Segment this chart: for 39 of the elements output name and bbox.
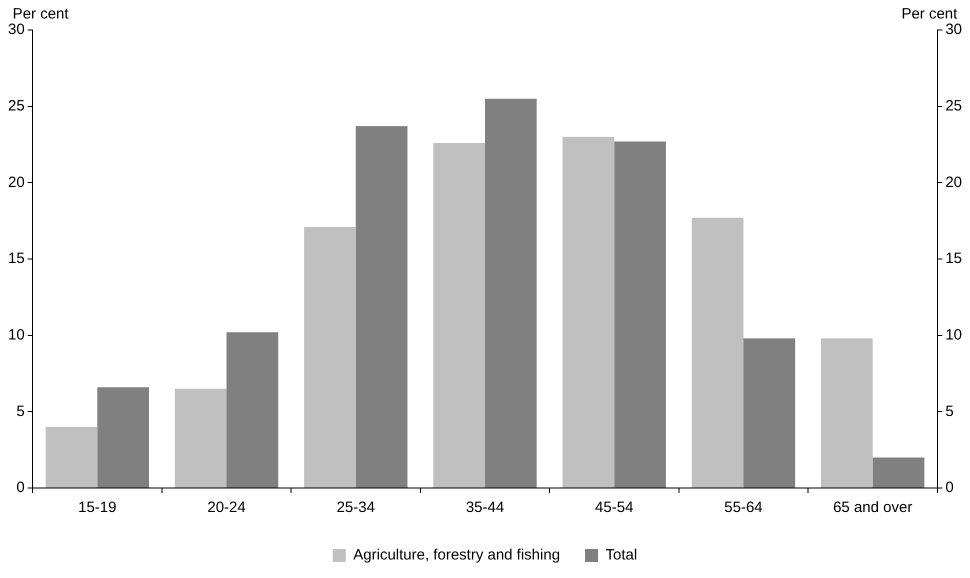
x-tick-label: 35-44 xyxy=(466,499,504,516)
x-tick-label: 20-24 xyxy=(207,499,246,516)
y2-tick-label: 5 xyxy=(945,402,954,420)
bar xyxy=(226,332,278,488)
bar xyxy=(174,388,227,488)
bar xyxy=(485,98,537,488)
y-tick-label: 20 xyxy=(8,174,25,191)
bar xyxy=(46,426,98,488)
bar xyxy=(821,338,873,488)
bar xyxy=(872,457,924,488)
x-tick-label: 65 and over xyxy=(833,499,912,516)
y2-tick-label: 25 xyxy=(945,97,962,114)
bar xyxy=(304,226,356,488)
x-tick-label: 25-34 xyxy=(336,499,375,516)
y-tick-label: 30 xyxy=(8,21,25,38)
legend-label: Agriculture, forestry and fishing xyxy=(353,546,560,564)
y-tick-label: 15 xyxy=(8,250,25,268)
x-tick-label: 15-19 xyxy=(78,499,116,516)
x-tick-label: 55-64 xyxy=(724,499,763,516)
bar xyxy=(356,126,408,488)
y2-tick-label: 15 xyxy=(945,250,962,268)
bar xyxy=(97,387,149,488)
y-tick-label: 25 xyxy=(8,97,25,114)
y2-tick-label: 30 xyxy=(945,21,962,38)
y2-tick-label: 0 xyxy=(945,479,954,496)
y-axis-title: Per cent xyxy=(12,6,70,23)
y2-tick-label: 20 xyxy=(945,174,962,191)
y-tick-label: 10 xyxy=(8,326,25,344)
legend-label: Total xyxy=(606,546,638,564)
y-tick-label: 0 xyxy=(16,479,25,496)
y2-tick-label: 10 xyxy=(945,326,962,344)
bar xyxy=(743,338,796,488)
bar xyxy=(614,141,666,488)
x-tick-label: 45-54 xyxy=(595,499,634,516)
y2-axis-title: Per cent xyxy=(901,6,958,23)
bar xyxy=(562,136,614,488)
bar xyxy=(433,142,485,488)
bar xyxy=(692,218,744,488)
y-tick-label: 5 xyxy=(16,402,25,420)
